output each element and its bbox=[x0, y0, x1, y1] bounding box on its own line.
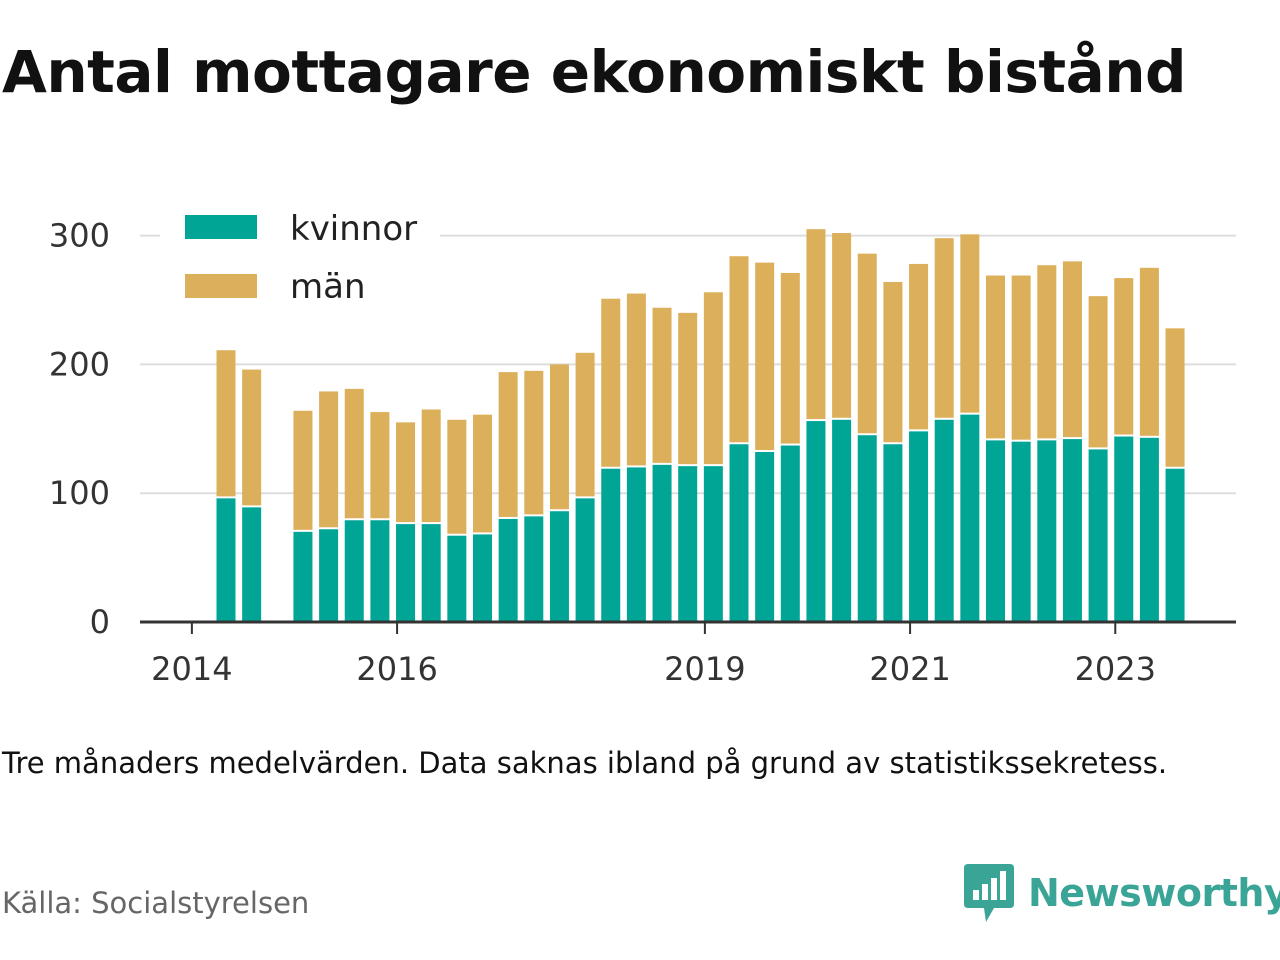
bar-man bbox=[883, 281, 903, 443]
bar-kvinnor bbox=[1088, 449, 1108, 622]
bar-kvinnor bbox=[703, 466, 723, 622]
bar-man bbox=[549, 364, 569, 510]
bar-kvinnor bbox=[601, 468, 621, 622]
bar-man bbox=[1165, 328, 1185, 467]
bar-man bbox=[1139, 267, 1159, 436]
x-tick-label: 2016 bbox=[356, 650, 437, 688]
bar-man bbox=[703, 292, 723, 465]
bar-man bbox=[780, 272, 800, 444]
bar-man bbox=[242, 369, 262, 506]
bar-man bbox=[1037, 265, 1057, 439]
bar-man bbox=[473, 414, 492, 533]
bar-man bbox=[293, 410, 313, 530]
brand-name: Newsworthy bbox=[1028, 871, 1280, 915]
bar-man bbox=[1114, 278, 1134, 435]
bar-man bbox=[370, 412, 390, 519]
bar-man bbox=[344, 388, 364, 519]
bar-kvinnor bbox=[293, 531, 313, 622]
bar-kvinnor bbox=[729, 444, 749, 622]
bar-man bbox=[626, 293, 646, 466]
bar-kvinnor bbox=[1165, 468, 1185, 622]
bar-man bbox=[986, 275, 1005, 439]
bar-kvinnor bbox=[344, 520, 364, 622]
bar-kvinnor bbox=[575, 498, 595, 622]
legend-label-kvinnor: kvinnor bbox=[290, 209, 417, 249]
bar-man bbox=[575, 352, 595, 497]
newsworthy-logo-icon bbox=[964, 864, 1014, 922]
legend-swatch-kvinnor bbox=[185, 215, 257, 239]
bar-kvinnor bbox=[370, 520, 390, 622]
bar-man bbox=[755, 262, 775, 450]
bar-man bbox=[421, 409, 441, 523]
bar-man bbox=[216, 350, 236, 497]
bar-man bbox=[857, 253, 877, 434]
bar-kvinnor bbox=[934, 419, 954, 622]
bar-kvinnor bbox=[447, 535, 467, 622]
x-tick-label: 2019 bbox=[664, 650, 745, 688]
bar-man bbox=[396, 422, 416, 523]
bar-man bbox=[1062, 261, 1082, 438]
bar-man bbox=[729, 256, 749, 443]
x-tick-label: 2014 bbox=[151, 650, 232, 688]
bar-kvinnor bbox=[1037, 440, 1057, 622]
bar-man bbox=[1088, 296, 1108, 448]
newsworthy-brand: Newsworthy bbox=[964, 864, 1280, 922]
axes: 0 100 200 300 2014 2016 2019 2021 2023 bbox=[49, 217, 1236, 688]
bar-kvinnor bbox=[626, 467, 646, 622]
legend-label-man: män bbox=[290, 267, 366, 307]
source-credit: Källa: Socialstyrelsen bbox=[2, 886, 310, 920]
bar-man bbox=[524, 370, 544, 515]
bar-man bbox=[832, 233, 852, 418]
bar-kvinnor bbox=[1114, 436, 1134, 622]
bar-man bbox=[806, 229, 826, 420]
bar-kvinnor bbox=[524, 516, 544, 622]
bar-kvinnor bbox=[755, 451, 775, 622]
bar-kvinnor bbox=[909, 431, 929, 622]
page-title: Antal mottagare ekonomiskt bistånd bbox=[2, 38, 1187, 106]
bar-kvinnor bbox=[832, 419, 852, 622]
bar-kvinnor bbox=[652, 464, 672, 622]
bar-kvinnor bbox=[473, 534, 492, 622]
bar-kvinnor bbox=[396, 524, 416, 622]
y-tick-label: 200 bbox=[49, 345, 110, 383]
bar-man bbox=[909, 263, 929, 430]
y-tick-label: 300 bbox=[49, 217, 110, 255]
bar-kvinnor bbox=[986, 440, 1005, 622]
bar-kvinnor bbox=[319, 529, 339, 622]
x-tick-label: 2023 bbox=[1075, 650, 1156, 688]
x-tick-label: 2021 bbox=[869, 650, 950, 688]
bar-man bbox=[934, 238, 954, 418]
bar-man bbox=[960, 234, 980, 413]
bar-kvinnor bbox=[216, 498, 236, 622]
legend-swatch-man bbox=[185, 274, 257, 298]
bar-man bbox=[319, 391, 339, 528]
stacked-bar-chart: 0 100 200 300 2014 2016 2019 2021 2023 kvinnor mä… bbox=[48, 198, 1236, 688]
bars bbox=[216, 229, 1185, 622]
bar-kvinnor bbox=[1062, 439, 1082, 622]
bar-kvinnor bbox=[549, 511, 569, 622]
y-tick-label: 0 bbox=[90, 603, 110, 641]
bar-kvinnor bbox=[806, 421, 826, 622]
bar-kvinnor bbox=[498, 518, 518, 622]
bar-man bbox=[601, 298, 621, 467]
bar-man bbox=[447, 419, 467, 534]
bar-kvinnor bbox=[678, 466, 698, 622]
bar-kvinnor bbox=[1011, 441, 1031, 622]
bar-kvinnor bbox=[960, 414, 980, 622]
bar-man bbox=[1011, 275, 1031, 440]
bar-kvinnor bbox=[780, 445, 800, 622]
bar-kvinnor bbox=[1139, 437, 1159, 622]
bar-man bbox=[678, 312, 698, 465]
bar-man bbox=[498, 372, 518, 517]
bar-kvinnor bbox=[242, 507, 262, 622]
bar-kvinnor bbox=[421, 524, 441, 622]
legend: kvinnor män bbox=[160, 198, 440, 318]
y-tick-label: 100 bbox=[49, 474, 110, 512]
bar-kvinnor bbox=[857, 435, 877, 622]
bar-kvinnor bbox=[883, 444, 903, 622]
bar-man bbox=[652, 307, 672, 463]
chart-note: Tre månaders medelvärden. Data saknas ib… bbox=[2, 746, 1168, 780]
